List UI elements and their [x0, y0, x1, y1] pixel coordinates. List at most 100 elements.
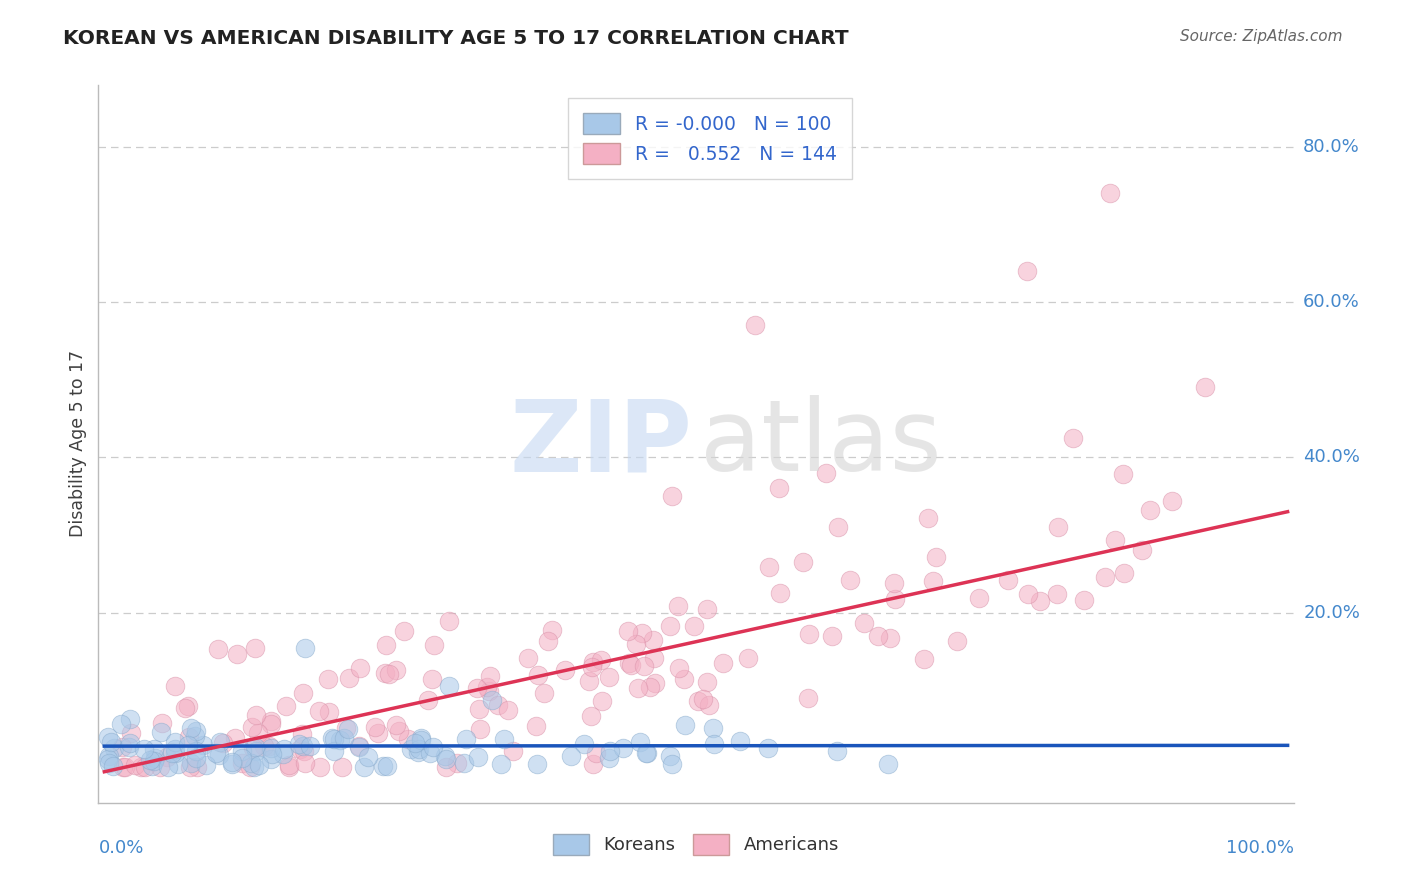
Point — [912, 651, 935, 665]
Point — [247, 726, 270, 740]
Point — [404, 736, 426, 750]
Point — [737, 651, 759, 665]
Point — [100, 735, 122, 749]
Point — [406, 745, 429, 759]
Point — [260, 714, 283, 728]
Point — [591, 693, 613, 707]
Point — [371, 759, 394, 773]
Point — [866, 629, 889, 643]
Point — [1046, 520, 1069, 534]
Point — [143, 751, 166, 765]
Point — [1017, 586, 1039, 600]
Point — [129, 760, 152, 774]
Point — [585, 747, 607, 761]
Point — [697, 698, 720, 713]
Point — [526, 756, 548, 771]
Point — [675, 718, 697, 732]
Point — [1073, 592, 1095, 607]
Point — [1139, 502, 1161, 516]
Point — [917, 511, 939, 525]
Point — [465, 681, 488, 696]
Point — [156, 760, 179, 774]
Point — [353, 760, 375, 774]
Point — [422, 638, 444, 652]
Point — [730, 734, 752, 748]
Point — [692, 692, 714, 706]
Point — [242, 740, 264, 755]
Point — [177, 738, 200, 752]
Point — [330, 760, 353, 774]
Point — [408, 741, 430, 756]
Point — [997, 573, 1019, 587]
Point — [184, 744, 207, 758]
Point — [177, 730, 200, 744]
Point — [347, 739, 370, 753]
Point — [318, 705, 340, 719]
Legend: Koreans, Americans: Koreans, Americans — [546, 827, 846, 862]
Point — [486, 698, 509, 713]
Point — [433, 748, 456, 763]
Point — [756, 740, 779, 755]
Point — [666, 599, 689, 614]
Point — [636, 747, 658, 761]
Point — [239, 760, 262, 774]
Point — [682, 619, 704, 633]
Point — [477, 683, 499, 698]
Point — [211, 736, 233, 750]
Point — [134, 760, 156, 774]
Point — [191, 738, 214, 752]
Point — [378, 667, 401, 681]
Text: 0.0%: 0.0% — [98, 838, 143, 857]
Point — [374, 638, 396, 652]
Point — [118, 736, 141, 750]
Point — [118, 712, 141, 726]
Point — [101, 759, 124, 773]
Text: KOREAN VS AMERICAN DISABILITY AGE 5 TO 17 CORRELATION CHART: KOREAN VS AMERICAN DISABILITY AGE 5 TO 1… — [63, 29, 849, 47]
Point — [620, 658, 643, 673]
Point — [1046, 586, 1069, 600]
Point — [877, 756, 900, 771]
Point — [467, 701, 489, 715]
Point — [668, 661, 690, 675]
Point — [298, 739, 321, 753]
Point — [287, 737, 309, 751]
Point — [273, 742, 295, 756]
Point — [434, 760, 457, 774]
Point — [420, 672, 443, 686]
Point — [643, 633, 665, 648]
Point — [631, 625, 654, 640]
Point — [97, 752, 120, 766]
Point — [1160, 493, 1182, 508]
Point — [141, 758, 163, 772]
Point — [209, 735, 232, 749]
Point — [617, 624, 640, 639]
Point — [1112, 467, 1135, 481]
Point — [399, 741, 422, 756]
Point — [186, 724, 208, 739]
Point — [481, 692, 503, 706]
Point — [243, 640, 266, 655]
Point — [633, 659, 655, 673]
Point — [221, 755, 243, 769]
Point — [134, 741, 156, 756]
Point — [437, 614, 460, 628]
Point — [139, 753, 162, 767]
Point — [796, 691, 818, 706]
Text: atlas: atlas — [700, 395, 941, 492]
Point — [560, 748, 582, 763]
Point — [160, 746, 183, 760]
Point — [367, 726, 389, 740]
Point — [253, 739, 276, 753]
Point — [231, 744, 253, 758]
Point — [205, 746, 228, 760]
Point — [744, 318, 766, 333]
Point — [245, 708, 267, 723]
Point — [118, 739, 141, 754]
Point — [769, 586, 792, 600]
Point — [1194, 380, 1216, 394]
Point — [321, 731, 343, 746]
Point — [792, 555, 814, 569]
Point — [177, 698, 200, 713]
Point — [336, 722, 359, 736]
Point — [103, 741, 125, 756]
